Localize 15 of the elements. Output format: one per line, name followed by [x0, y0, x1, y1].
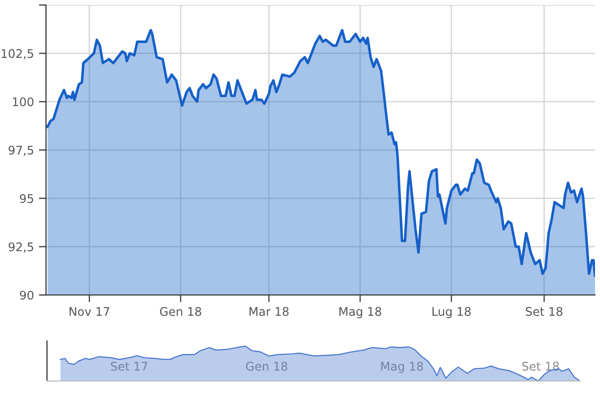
- x-tick-label: Mar 18: [250, 307, 289, 316]
- y-tick-label: 95: [20, 194, 34, 203]
- x-tick-label: Set 18: [526, 307, 562, 316]
- x-tick-label: Gen 18: [160, 307, 202, 316]
- x-tick-label: Lug 18: [432, 307, 471, 318]
- x-tick-label: Gen 18: [246, 362, 288, 371]
- y-tick-label: 97,5: [8, 146, 34, 156]
- y-tick-label: 92,5: [8, 242, 34, 253]
- y-tick-label: 90: [20, 290, 34, 300]
- y-tick-label: 100: [12, 97, 34, 106]
- x-tick-label: Nov 17: [70, 307, 110, 316]
- x-tick-label: Mag 18: [381, 362, 423, 373]
- x-tick-label: Mag 18: [339, 307, 382, 318]
- y-tick-label: 102,5: [2, 49, 34, 60]
- x-tick-label: Set 17: [110, 362, 148, 371]
